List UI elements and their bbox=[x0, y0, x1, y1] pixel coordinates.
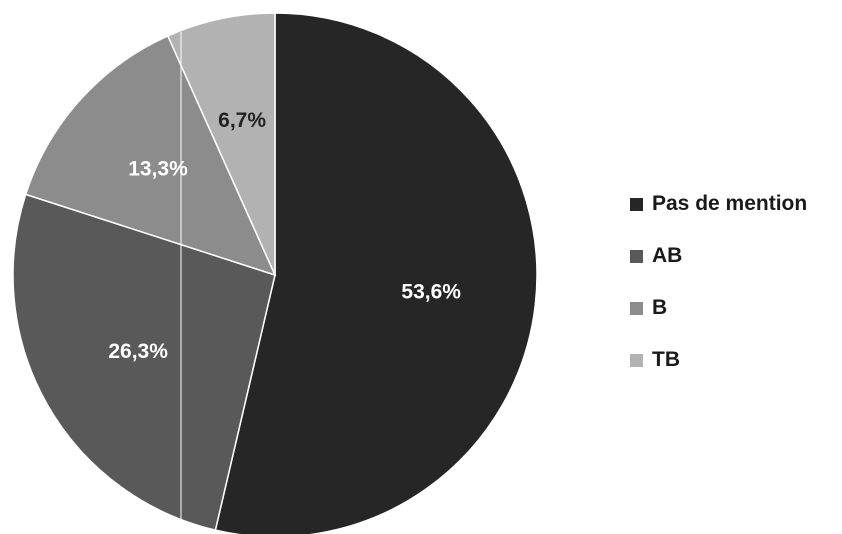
legend-item-ab: AB bbox=[630, 230, 807, 282]
pie-slice-labels: 53,6% 26,3% 13,3% 6,7% bbox=[108, 109, 461, 363]
legend-item-b: B bbox=[630, 282, 807, 334]
slice-label-b: 13,3% bbox=[128, 158, 188, 181]
pie-slice-ab bbox=[12, 193, 276, 532]
legend-swatch-tb bbox=[630, 353, 643, 367]
legend-swatch-ab bbox=[630, 249, 643, 263]
legend-swatch-pas-de-mention bbox=[630, 197, 643, 211]
legend-swatch-b bbox=[630, 301, 643, 315]
slice-label-tb: 6,7% bbox=[218, 109, 266, 132]
legend-label-pas-de-mention: Pas de mention bbox=[652, 192, 808, 215]
legend: Pas de mention AB B TB bbox=[630, 178, 807, 386]
slice-label-pas-de-mention: 53,6% bbox=[401, 281, 461, 304]
legend-label-tb: TB bbox=[652, 348, 680, 371]
pie-slice-b bbox=[24, 34, 277, 277]
legend-item-pas-de-mention: Pas de mention bbox=[630, 178, 807, 230]
legend-label-ab: AB bbox=[652, 244, 683, 267]
slice-label-ab: 26,3% bbox=[108, 340, 168, 363]
pie-slice-tb bbox=[166, 12, 276, 276]
legend-item-tb: TB bbox=[630, 334, 807, 386]
legend-label-b: B bbox=[652, 296, 668, 319]
pie-slice-pas-de-mention bbox=[214, 12, 538, 534]
pie-slices bbox=[12, 12, 538, 534]
